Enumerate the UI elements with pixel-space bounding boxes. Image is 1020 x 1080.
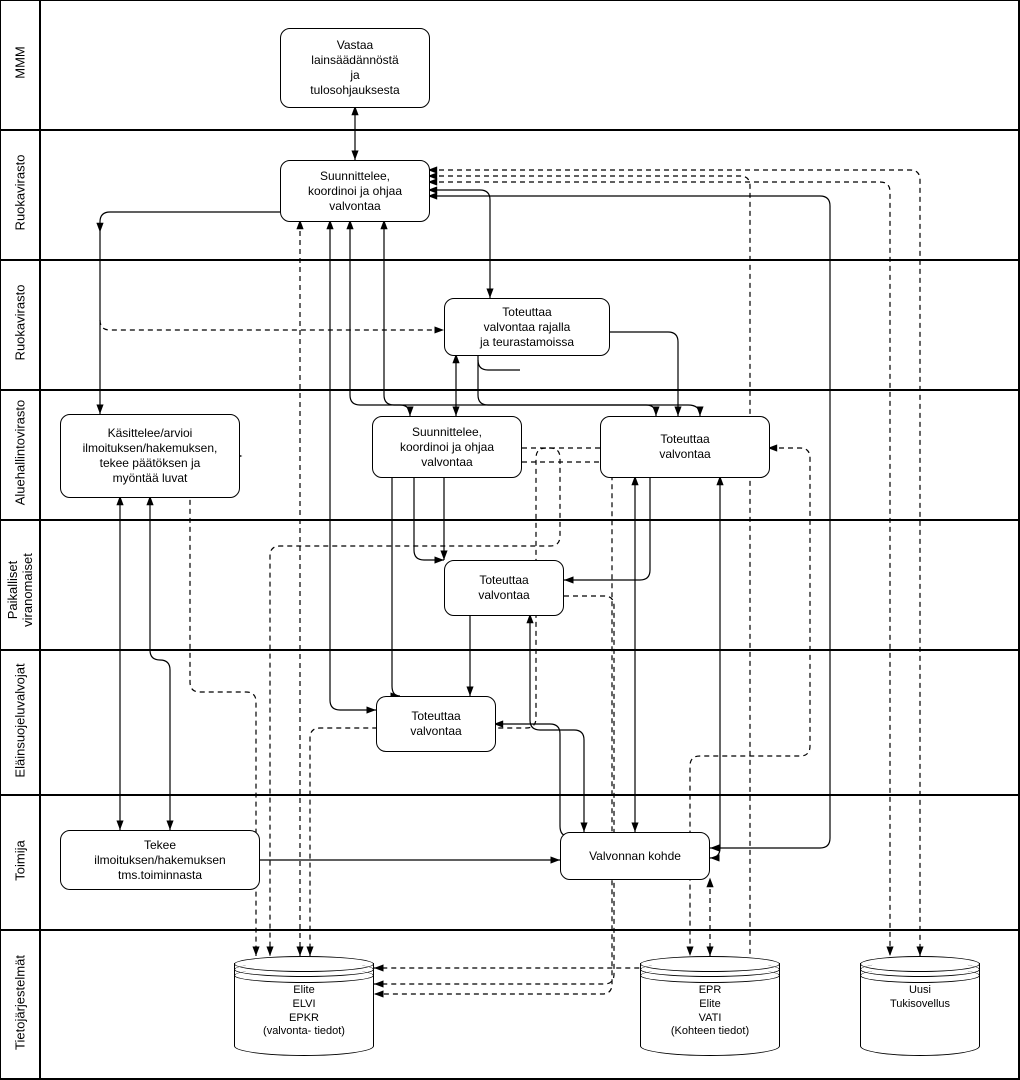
edge-30 <box>690 448 810 956</box>
edge-17 <box>150 498 170 830</box>
node-n_mmm: Vastaalainsäädännöstäjatulosohjauksesta <box>280 28 430 108</box>
node-n_tot_el: Toteuttaavalvontaa <box>376 696 496 752</box>
lane-label-ruoka1: Ruokavirasto <box>13 133 28 253</box>
node-n_tot_avi: Toteuttaavalvontaa <box>600 416 770 478</box>
lane-label-tieto: Tietojärjestelmät <box>13 943 28 1063</box>
datastore-c_uusi: UusiTukisovellus <box>860 956 980 1056</box>
swimlane-diagram: MMM Ruokavirasto Ruokavirasto Aluehallintov… <box>0 0 1020 1080</box>
edge-3 <box>100 212 280 230</box>
edge-10 <box>478 356 700 416</box>
edge-34 <box>100 320 444 330</box>
edge-22 <box>496 724 568 836</box>
node-n_raja: Toteuttaavalvontaa rajallaja teurastamoi… <box>444 298 610 356</box>
datastore-label: EliteELVIEPKR(valvonta- tiedot) <box>234 984 374 1039</box>
lane-label-mmm: MMM <box>13 3 28 123</box>
edge-35 <box>478 360 520 370</box>
edge-14 <box>564 478 650 580</box>
edge-5 <box>330 222 376 710</box>
edge-11 <box>414 478 444 560</box>
edge-27 <box>374 596 614 984</box>
datastore-c_elite: EliteELVIEPKR(valvonta- tiedot) <box>234 956 374 1056</box>
node-n_kasit: Käsittelee/arvioiilmoituksen/hakemuksen,… <box>60 414 240 498</box>
edge-1 <box>430 190 490 298</box>
edge-20 <box>710 478 720 858</box>
lane-label-elain: Eläinsuojeluvalvojat <box>13 660 28 780</box>
lane-label-toimija: Toimija <box>13 800 28 920</box>
edge-6 <box>350 222 410 416</box>
node-n_tot_pk: Toteuttaavalvontaa <box>444 560 564 616</box>
lane-label-avi: Aluehallintovirasto <box>13 393 28 513</box>
edges-layer <box>0 0 1020 1080</box>
node-n_plan2: Suunnittelee,koordinoi ja ohjaavalvontaa <box>372 416 522 478</box>
node-n_tekee: Tekeeilmoituksen/hakemuksentms.toiminnas… <box>60 830 260 890</box>
lane-grid <box>0 0 1020 1080</box>
datastore-label: UusiTukisovellus <box>860 984 980 1012</box>
datastore-label: EPREliteVATI(Kohteen tiedot) <box>640 984 780 1039</box>
edge-21 <box>530 616 584 832</box>
lane-label-ruoka2: Ruokavirasto <box>13 263 28 383</box>
node-n_plan1: Suunnittelee,koordinoi ja ohjaavalvontaa <box>280 160 430 222</box>
node-n_kohde: Valvonnan kohde <box>560 832 710 880</box>
edge-13 <box>392 478 400 696</box>
lane-label-paikall: Paikallisetviranomaiset <box>5 530 35 650</box>
datastore-c_epr: EPREliteVATI(Kohteen tiedot) <box>640 956 780 1056</box>
